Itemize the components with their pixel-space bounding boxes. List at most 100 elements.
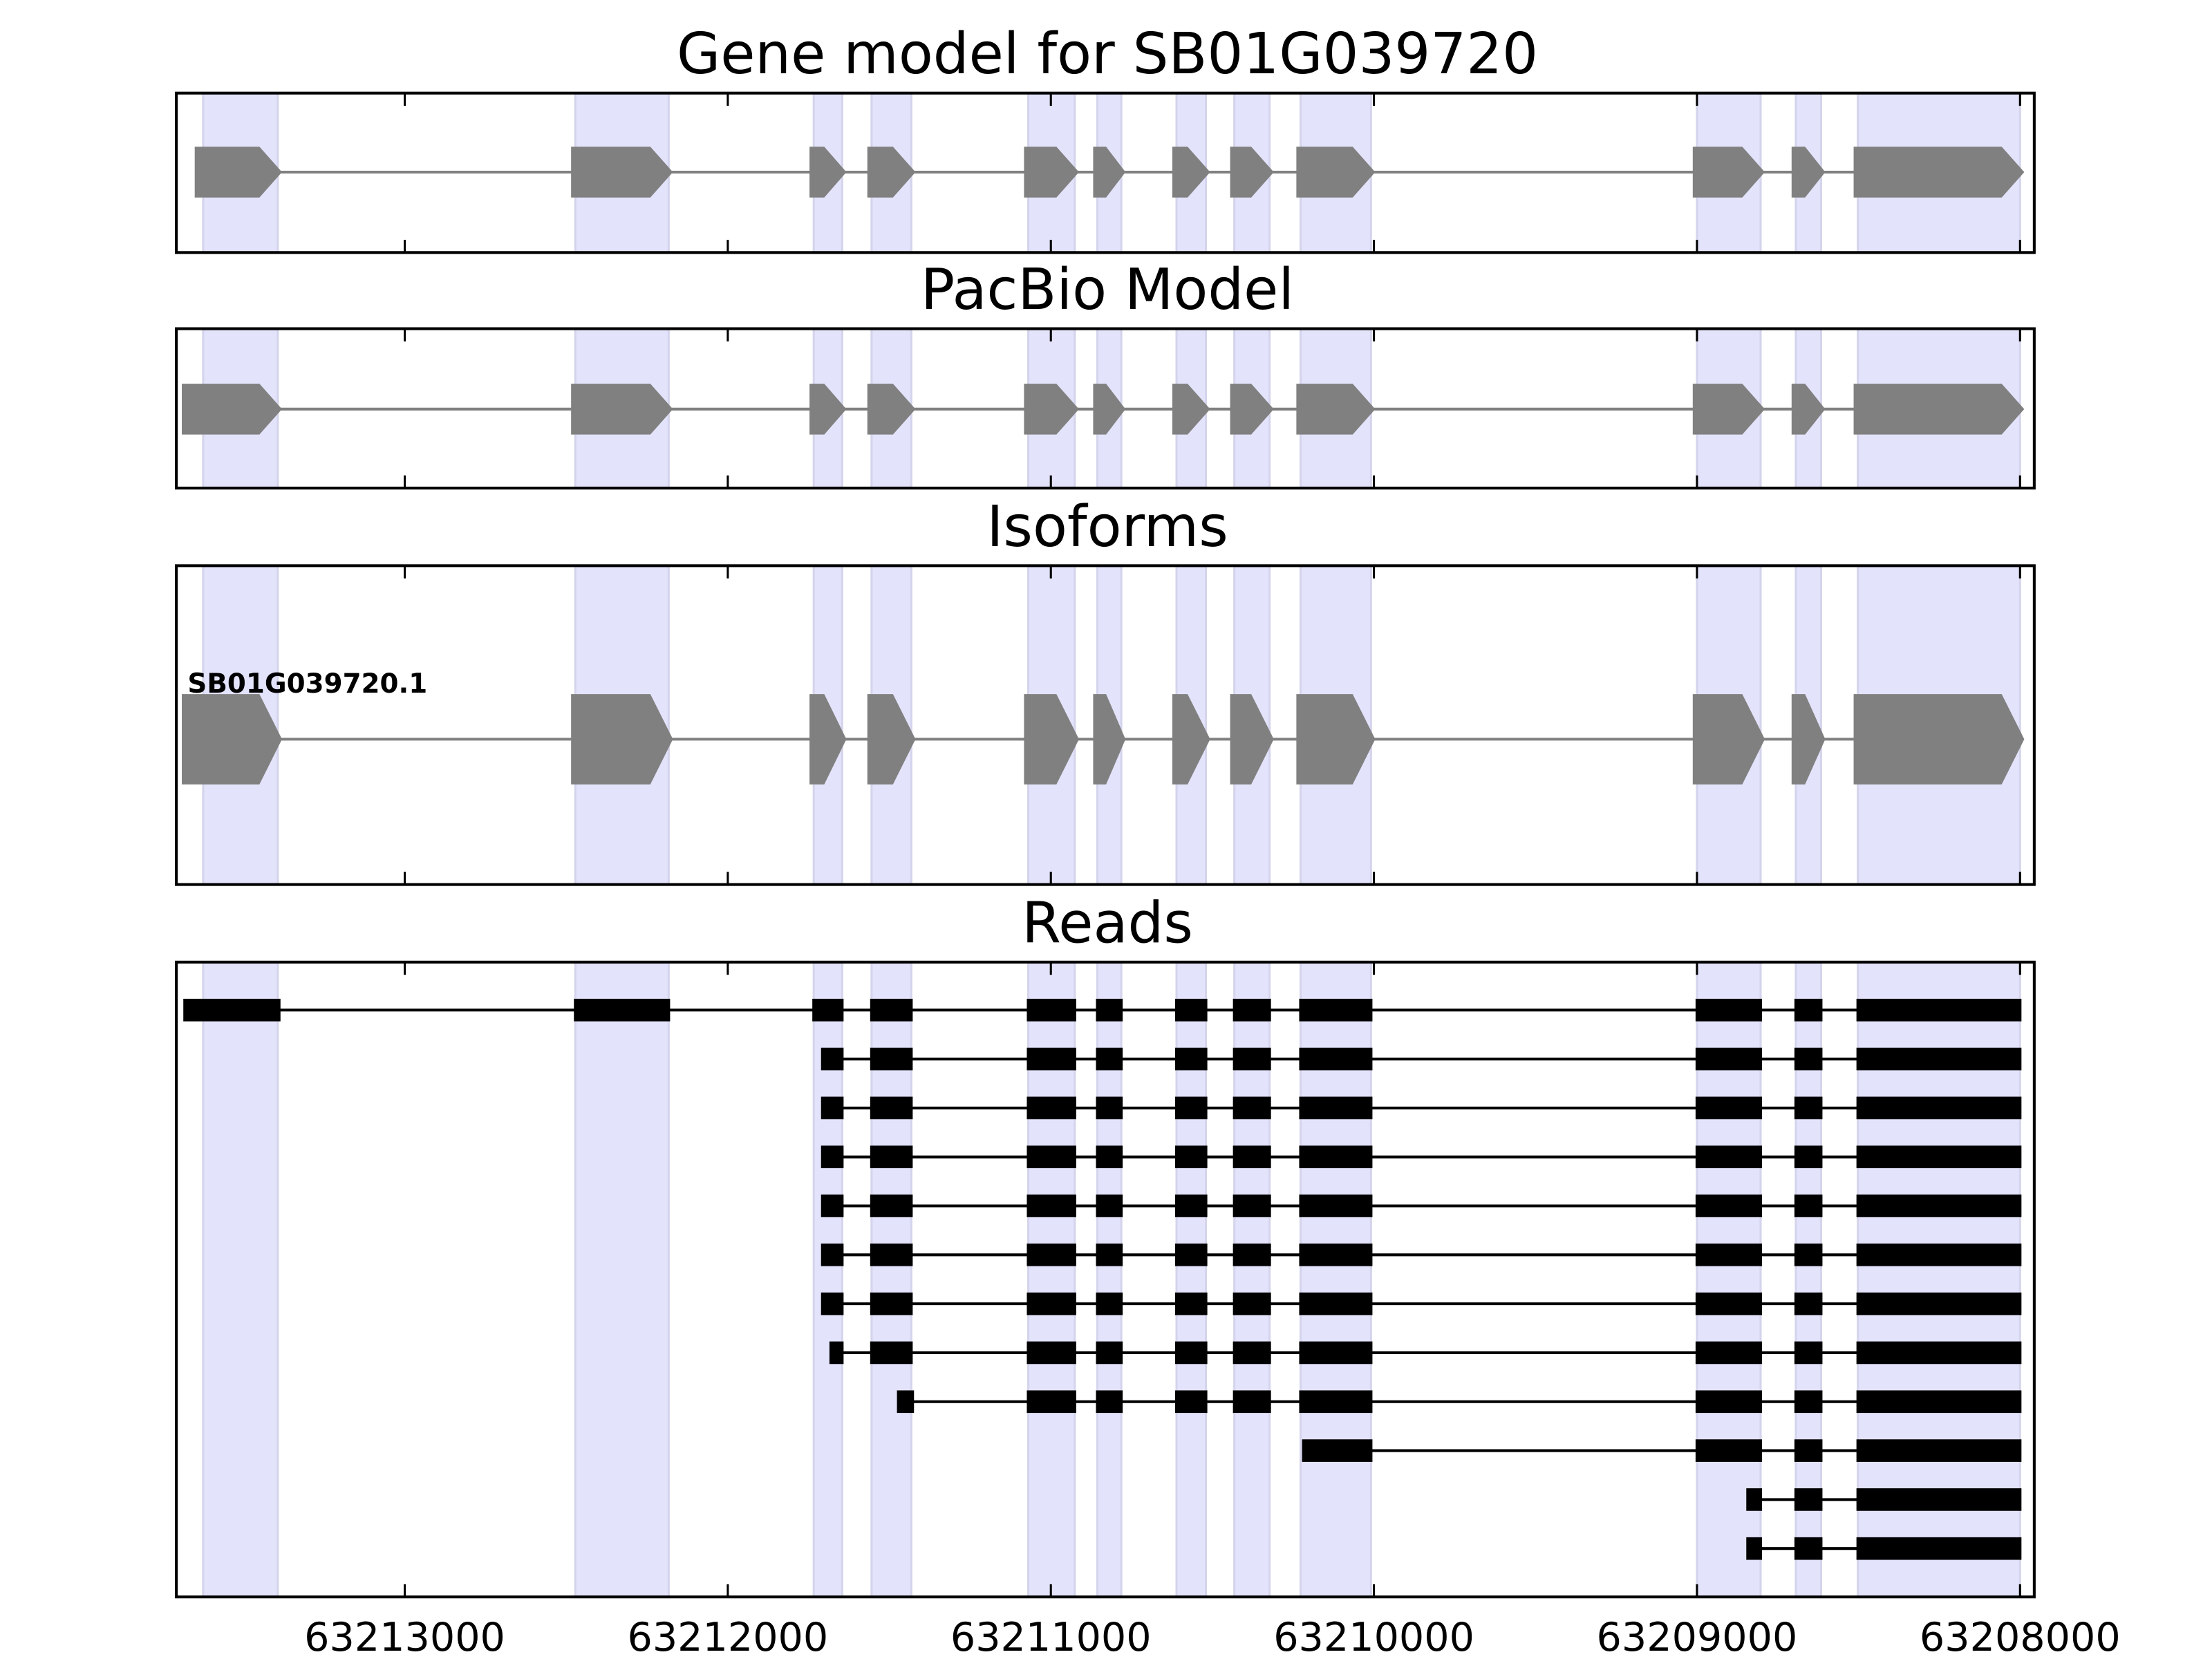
read-block — [1695, 1194, 1763, 1217]
exon — [809, 147, 847, 198]
exon — [1230, 694, 1274, 785]
read-block — [1695, 1439, 1763, 1462]
read-block — [1856, 1390, 2022, 1414]
read-block — [1096, 1390, 1123, 1414]
x-tick-label: 63210000 — [1273, 1615, 1474, 1659]
read-block — [870, 1243, 913, 1266]
read-block — [1232, 1292, 1271, 1315]
read-block — [821, 1194, 844, 1217]
read-block — [1299, 1047, 1373, 1071]
exon — [1791, 147, 1826, 198]
read-block — [1695, 1096, 1763, 1120]
read-block — [812, 998, 844, 1022]
read-block — [1096, 1341, 1123, 1365]
exon — [867, 147, 916, 198]
read-block — [870, 1096, 913, 1120]
read-block — [1746, 1488, 1763, 1511]
read-block — [1794, 1439, 1823, 1462]
read-block — [1232, 1243, 1271, 1266]
read-block — [1232, 1145, 1271, 1168]
panel-title-isoforms: Isoforms — [986, 494, 1228, 560]
read-block — [1096, 1096, 1123, 1120]
read-block — [1027, 1047, 1076, 1071]
read-block — [870, 998, 913, 1022]
read-block — [1794, 1488, 1823, 1511]
read-block — [1695, 1390, 1763, 1414]
exon — [1296, 147, 1376, 198]
read-block — [1695, 1145, 1763, 1168]
read-block — [183, 998, 281, 1022]
exon — [1853, 694, 2025, 785]
read-block — [1232, 1341, 1271, 1365]
x-tick-label: 63209000 — [1597, 1615, 1798, 1659]
read-block — [1695, 1292, 1763, 1315]
panel-frame — [175, 91, 2036, 254]
panel-frame — [175, 960, 2036, 1599]
read-block — [1794, 1243, 1823, 1266]
exon — [867, 384, 916, 435]
panel-title-gene-model: Gene model for SB01G039720 — [677, 21, 1538, 87]
read-block — [1695, 1047, 1763, 1071]
highlight-band — [202, 961, 279, 1598]
exon — [1024, 384, 1079, 435]
read-block — [829, 1341, 844, 1365]
x-tick-label: 63212000 — [627, 1615, 828, 1659]
read-block — [1794, 1145, 1823, 1168]
read-block — [1856, 998, 2022, 1022]
read-block — [1096, 1047, 1123, 1071]
read-block — [897, 1390, 915, 1414]
exon — [1296, 384, 1376, 435]
read-block — [1856, 1243, 2022, 1266]
exon — [1692, 694, 1765, 785]
read-block — [1174, 1341, 1208, 1365]
read-block — [1027, 1243, 1076, 1266]
read-block — [1027, 1292, 1076, 1315]
exon — [1296, 694, 1376, 785]
read-block — [1794, 1194, 1823, 1217]
read-block — [821, 1292, 844, 1315]
read-block — [1299, 1341, 1373, 1365]
read-block — [1027, 1194, 1076, 1217]
read-block — [1856, 1047, 2022, 1071]
read-block — [1174, 1145, 1208, 1168]
exon — [1791, 384, 1826, 435]
read-block — [821, 1096, 844, 1120]
read-block — [1856, 1194, 2022, 1217]
exon — [1093, 694, 1126, 785]
read-block — [1695, 1243, 1763, 1266]
x-tick-label: 63208000 — [1920, 1615, 2121, 1659]
read-block — [1096, 998, 1123, 1022]
x-tick-label: 63213000 — [304, 1615, 505, 1659]
exon — [867, 694, 916, 785]
exon — [1692, 147, 1765, 198]
read-block — [1794, 1390, 1823, 1414]
read-block — [1299, 1145, 1373, 1168]
read-block — [1232, 1047, 1271, 1071]
panel-title-pacbio: PacBio Model — [921, 257, 1294, 323]
read-block — [1027, 1341, 1076, 1365]
read-block — [821, 1145, 844, 1168]
read-block — [1174, 1243, 1208, 1266]
exon — [1024, 694, 1079, 785]
read-block — [1794, 1096, 1823, 1120]
read-block — [821, 1243, 844, 1266]
exon — [571, 147, 673, 198]
read-block — [1096, 1292, 1123, 1315]
read-block — [870, 1194, 913, 1217]
panel-frame — [175, 327, 2036, 490]
exon — [1230, 147, 1274, 198]
exon — [1692, 384, 1765, 435]
exon — [1024, 147, 1079, 198]
read-block — [1856, 1537, 2022, 1560]
exon — [1093, 384, 1126, 435]
read-block — [1027, 998, 1076, 1022]
isoform-label: SB01G039720.1 — [187, 668, 427, 700]
read-block — [1856, 1292, 2022, 1315]
read-block — [1794, 1292, 1823, 1315]
read-block — [1794, 1537, 1823, 1560]
read-block — [1174, 1292, 1208, 1315]
read-block — [870, 1145, 913, 1168]
read-block — [1299, 1096, 1373, 1120]
x-tick-label: 63211000 — [950, 1615, 1152, 1659]
read-block — [1096, 1243, 1123, 1266]
